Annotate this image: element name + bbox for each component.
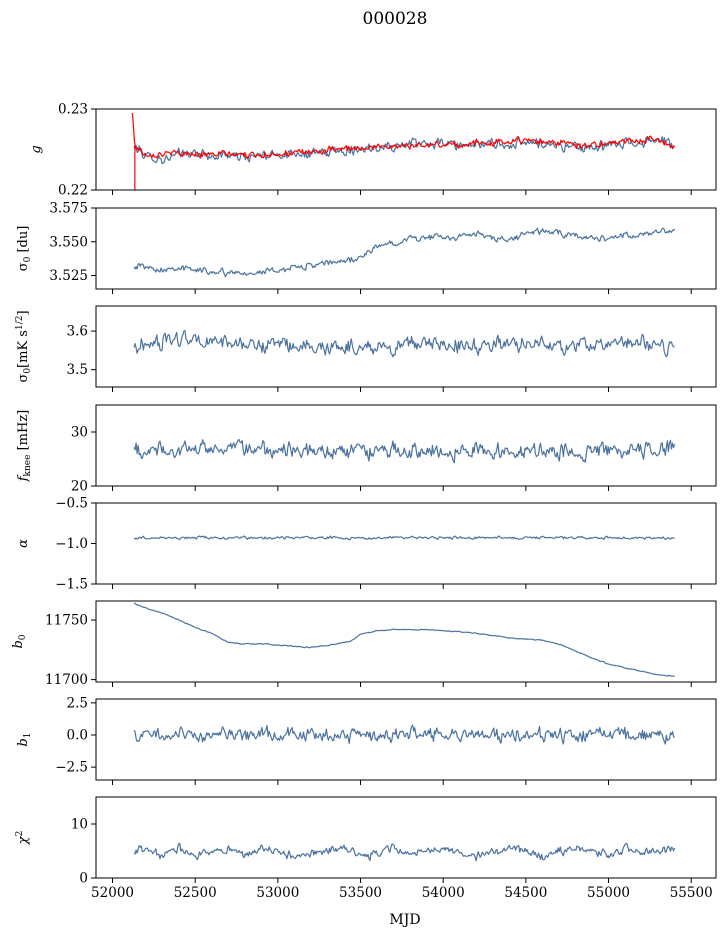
x-tick-label: 55000 (587, 885, 630, 901)
panel-7: −2.5 0.0 2.5 b1 (16, 695, 717, 785)
axes-frame (95, 698, 717, 781)
panels: 0.22 0.23 g 3.525 3.550 3.575 σ0 [du] 3.5 3.6 σ0[… (11, 102, 717, 901)
axes-frame (95, 207, 717, 290)
y-axis-label: α (16, 539, 31, 548)
x-tick-label: 53500 (339, 885, 382, 901)
y-tick-label: 20 (71, 479, 88, 495)
x-tick-label: 53000 (256, 885, 299, 901)
panel-2: 3.525 3.550 3.575 σ0 [du] (16, 201, 717, 294)
y-tick-label: 2.5 (67, 695, 88, 711)
y-tick-label: 3.6 (67, 324, 88, 340)
y-tick-label: 0.22 (58, 183, 88, 199)
y-axis-label: σ0[mK s1/2] (15, 310, 33, 382)
y-tick-label: 11750 (45, 613, 88, 629)
series-line-1 (133, 724, 675, 745)
y-tick-label: 3.525 (49, 268, 88, 284)
x-tick-label: 54000 (422, 885, 465, 901)
panel-8: 0 10 52000 52500 53000 53500 54000 54500 55000 55… (15, 796, 717, 901)
y-tick-label: 3.5 (67, 362, 88, 378)
x-tick-label: 55500 (670, 885, 713, 901)
y-tick-label: 0 (79, 871, 88, 887)
axes-frame (95, 600, 717, 683)
axes-frame (95, 108, 717, 191)
y-tick-label: −1.5 (55, 577, 88, 593)
y-axis-label: b1 (16, 732, 33, 746)
series-line-2 (131, 112, 676, 160)
x-axis-label: MJD (389, 912, 420, 928)
axes-frame (95, 305, 717, 388)
axes-frame (95, 404, 717, 487)
x-tick-label: 52500 (174, 885, 217, 901)
series-line-1 (133, 602, 675, 677)
series-line-1 (133, 842, 676, 862)
y-tick-label: 10 (71, 817, 88, 833)
x-tick-label: 52000 (91, 885, 134, 901)
y-axis-label: σ0 [du] (16, 226, 33, 272)
panel-5: −1.5 −1.0 −0.5 α (16, 496, 717, 593)
y-tick-label: 11700 (45, 672, 88, 688)
series-line-1 (133, 438, 676, 464)
figure-title: 000028 (363, 9, 428, 29)
series-line-1 (133, 330, 675, 358)
y-tick-label: 0.0 (67, 728, 88, 744)
panel-4: 20 30 fknee [mHz] (16, 404, 717, 495)
y-tick-label: 0.23 (58, 102, 88, 118)
y-axis-label: fknee [mHz] (16, 410, 33, 483)
panel-1: 0.22 0.23 g (29, 102, 717, 199)
y-axis-label: b0 (11, 634, 28, 648)
y-tick-label: 3.550 (49, 234, 88, 250)
y-tick-label: 3.575 (49, 201, 88, 217)
axes-frame (95, 796, 717, 879)
y-tick-label: −1.0 (55, 536, 88, 552)
series-line-1 (133, 535, 675, 541)
y-tick-label: 30 (71, 425, 88, 441)
series-line-1 (133, 136, 676, 165)
x-tick-label: 54500 (504, 885, 547, 901)
panel-6: 11700 11750 b0 (11, 600, 717, 688)
y-axis-label: g (29, 145, 44, 153)
axes-frame (95, 502, 717, 585)
panel-3: 3.5 3.6 σ0[mK s1/2] (15, 305, 717, 392)
y-tick-label: −0.5 (55, 496, 88, 512)
y-axis-label: χ2 (15, 831, 31, 846)
y-tick-label: −2.5 (55, 760, 88, 776)
series-line-1 (133, 227, 676, 278)
